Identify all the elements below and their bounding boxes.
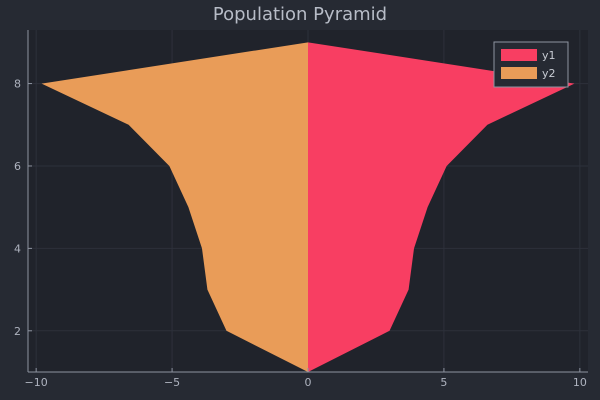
legend-swatch-y2 (501, 67, 537, 79)
legend: y1 y2 (493, 41, 569, 88)
x-tick-label-1: −5 (164, 376, 180, 389)
legend-box (493, 41, 569, 88)
y-ticks: 2 4 6 8 (14, 78, 32, 338)
y-tick-label-0: 2 (14, 325, 21, 338)
area-y1 (308, 42, 575, 372)
legend-swatch-y1 (501, 49, 537, 61)
y-tick-label-3: 8 (14, 78, 21, 91)
legend-label-y1: y1 (542, 49, 556, 62)
y-tick-label-1: 4 (14, 242, 21, 255)
x-tick-label-4: 10 (573, 376, 587, 389)
x-tick-label-0: −10 (25, 376, 48, 389)
x-ticks: −10 −5 0 5 10 (25, 368, 587, 389)
chart-title: Population Pyramid (213, 4, 387, 25)
y-tick-label-2: 6 (14, 160, 21, 173)
x-tick-label-2: 0 (305, 376, 312, 389)
series-areas (41, 42, 575, 372)
area-y2 (41, 42, 309, 372)
x-tick-label-3: 5 (440, 376, 447, 389)
legend-label-y2: y2 (542, 67, 556, 80)
